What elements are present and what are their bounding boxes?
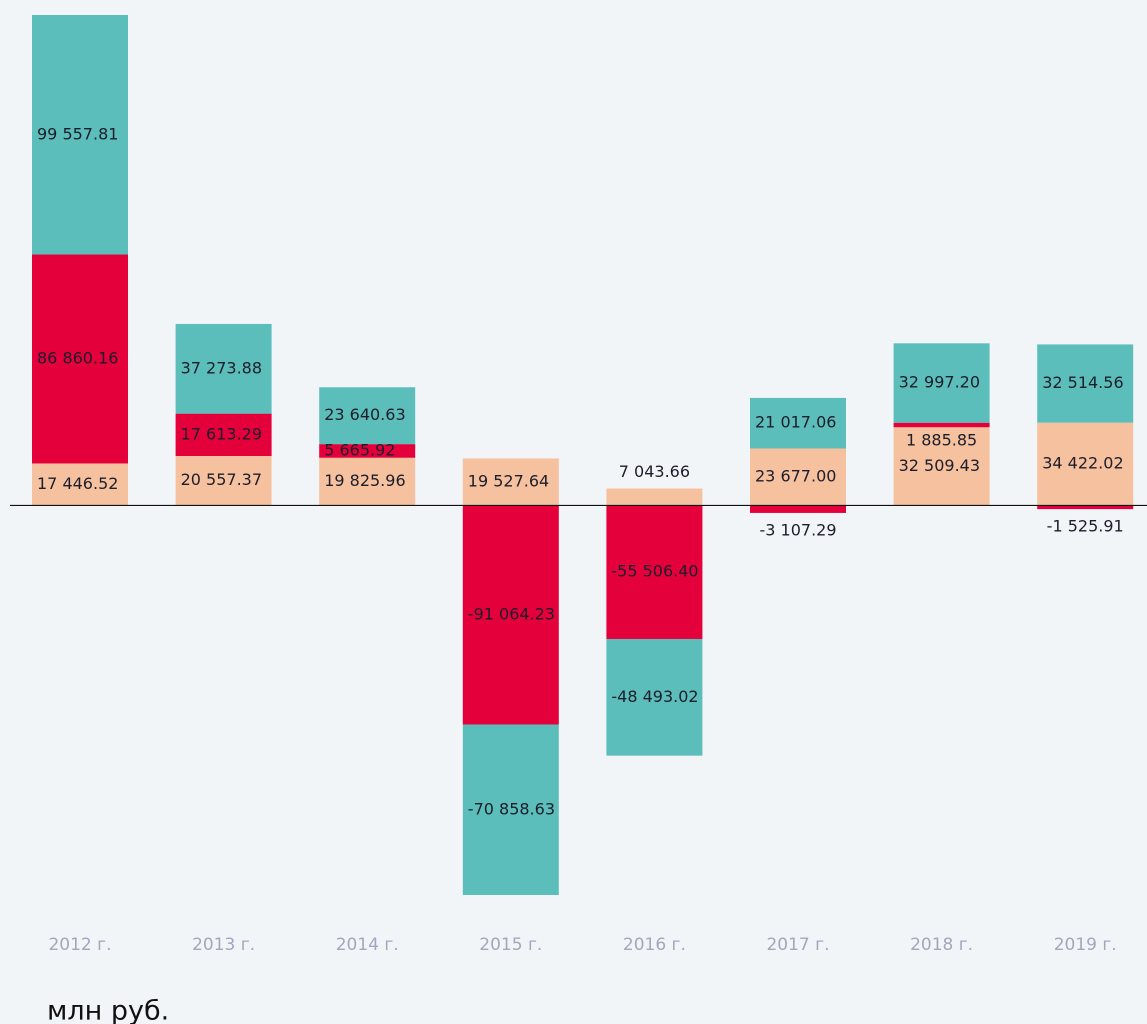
- x-tick-label: 2012 г.: [48, 935, 111, 955]
- bar-segment: [462, 505, 559, 725]
- data-label: -48 493.02: [611, 687, 698, 706]
- x-tick-label: 2015 г.: [479, 935, 542, 955]
- data-label: 86 860.16: [37, 348, 118, 367]
- bar-segment: [750, 448, 846, 506]
- bar-segment: [1037, 422, 1134, 506]
- data-label: 7 043.66: [619, 462, 690, 481]
- data-label: -55 506.40: [611, 562, 698, 581]
- x-tick-label: 2019 г.: [1054, 935, 1117, 955]
- data-label: 23 677.00: [755, 466, 836, 485]
- data-label: -3 107.29: [759, 520, 836, 539]
- data-label: 23 640.63: [324, 405, 405, 424]
- data-label: 32 997.20: [899, 373, 980, 392]
- data-label: 17 446.52: [37, 474, 118, 493]
- data-label: 21 017.06: [755, 413, 836, 432]
- bar-segment: [893, 422, 990, 428]
- data-label: 19 527.64: [468, 471, 549, 490]
- bar-segment: [606, 638, 703, 756]
- bar-segment: [1037, 344, 1134, 423]
- data-label: 32 509.43: [899, 456, 980, 475]
- bar-segment: [175, 413, 272, 456]
- x-tick-label: 2014 г.: [336, 935, 399, 955]
- x-tick-label: 2016 г.: [623, 935, 686, 955]
- bar-segment: [1037, 505, 1134, 510]
- data-label: 19 825.96: [324, 471, 405, 490]
- data-label: -1 525.91: [1047, 517, 1124, 536]
- bar-segment: [32, 254, 128, 464]
- data-label: 20 557.37: [181, 470, 262, 489]
- x-tick-label: 2017 г.: [766, 935, 829, 955]
- bar-segment: [893, 343, 990, 423]
- bar-segment: [750, 505, 846, 513]
- data-label: 32 514.56: [1042, 373, 1123, 392]
- bar-segment: [175, 323, 272, 414]
- data-label: 37 273.88: [181, 358, 262, 377]
- unit-label: млн руб.: [47, 996, 169, 1024]
- bar-segment: [319, 457, 416, 506]
- bar-segment: [606, 488, 703, 506]
- bar-segment: [606, 505, 703, 639]
- data-label: 34 422.02: [1042, 454, 1123, 473]
- data-label: 5 665.92: [324, 440, 395, 459]
- bar-segment: [319, 387, 416, 445]
- bar-segment: [32, 463, 128, 506]
- bar-segment: [750, 397, 846, 449]
- data-label: -70 858.63: [468, 799, 555, 818]
- data-label: -91 064.23: [468, 604, 555, 623]
- bar-segment: [462, 458, 559, 506]
- data-label: 17 613.29: [181, 424, 262, 443]
- bar-segment: [319, 444, 416, 458]
- data-label: 99 557.81: [37, 124, 118, 143]
- bar-segment: [32, 15, 128, 255]
- bar-segment: [893, 427, 990, 506]
- x-tick-label: 2018 г.: [910, 935, 973, 955]
- bar-segment: [462, 724, 559, 895]
- x-tick-label: 2013 г.: [192, 935, 255, 955]
- bar-segment: [175, 455, 272, 506]
- data-label: 1 885.85: [906, 431, 977, 450]
